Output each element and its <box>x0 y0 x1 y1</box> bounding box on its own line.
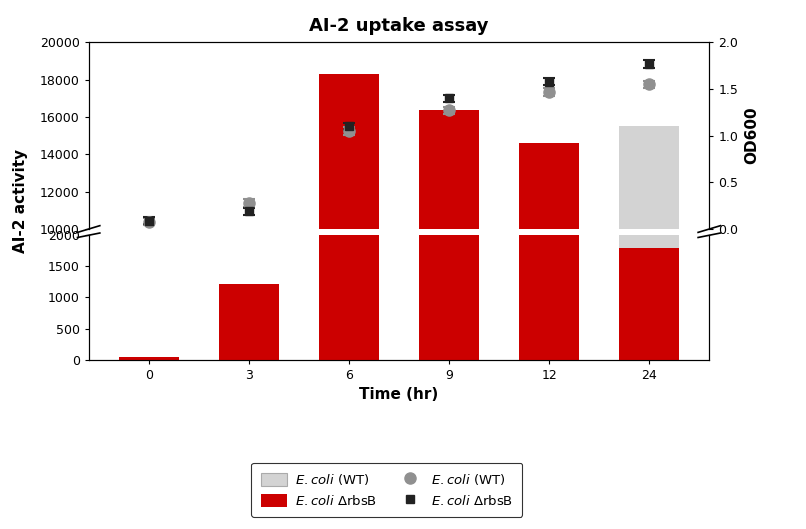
Bar <box>519 0 580 360</box>
Bar <box>118 415 179 416</box>
Bar <box>519 0 580 360</box>
Bar <box>519 211 580 416</box>
Bar <box>419 0 479 360</box>
Bar <box>218 407 279 416</box>
Text: AI-2 activity: AI-2 activity <box>13 149 27 253</box>
Bar <box>319 0 379 360</box>
Bar <box>619 126 679 416</box>
X-axis label: Time (hr): Time (hr) <box>359 387 438 402</box>
Bar <box>519 143 580 416</box>
Bar <box>319 74 379 416</box>
Bar <box>319 149 379 416</box>
Bar <box>118 357 179 360</box>
Title: AI-2 uptake assay: AI-2 uptake assay <box>310 17 488 35</box>
Bar <box>419 201 479 416</box>
Bar <box>118 415 179 416</box>
Bar <box>118 358 179 360</box>
Legend: $\it{E. coli}$ (WT), $\it{E. coli}$ $\Delta$rbsB, $\it{E. coli}$ (WT), $\it{E. c: $\it{E. coli}$ (WT), $\it{E. coli}$ $\De… <box>251 463 522 517</box>
Bar <box>619 248 679 360</box>
Bar <box>319 0 379 360</box>
Bar <box>419 0 479 360</box>
Bar <box>419 110 479 416</box>
Bar <box>619 382 679 416</box>
Bar <box>619 0 679 360</box>
Bar <box>218 331 279 360</box>
Y-axis label: OD600: OD600 <box>744 107 759 165</box>
Bar <box>218 393 279 416</box>
Bar <box>218 284 279 360</box>
